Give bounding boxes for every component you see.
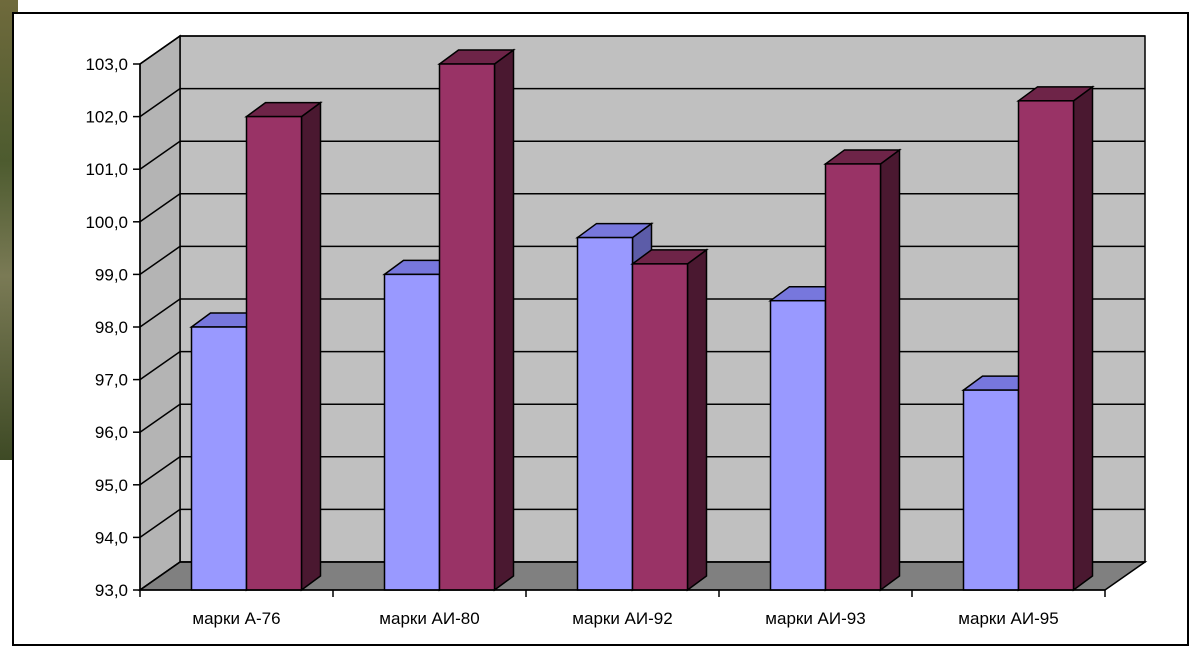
y-tick-label: 93,0 xyxy=(95,581,128,600)
x-tick-label: марки АИ-93 xyxy=(765,609,865,628)
bar-front xyxy=(383,273,441,591)
bar-side xyxy=(1072,85,1094,592)
bar-0-1 xyxy=(244,101,323,592)
gridline xyxy=(139,87,1145,118)
bar-side xyxy=(493,48,515,592)
bar-front xyxy=(1017,100,1075,591)
bar-side xyxy=(879,148,901,592)
y-tick-label: 94,0 xyxy=(95,528,128,547)
y-tick-label: 98,0 xyxy=(95,318,128,337)
bar-side xyxy=(686,248,708,592)
bar-front xyxy=(824,163,882,591)
x-tick-label: марки АИ-80 xyxy=(379,609,479,628)
y-tick-label: 101,0 xyxy=(85,160,128,179)
y-tick-label: 96,0 xyxy=(95,423,128,442)
gridline xyxy=(139,245,1145,276)
gridlines xyxy=(139,35,1145,591)
bar-front xyxy=(631,263,689,591)
gridline xyxy=(139,140,1145,170)
bars xyxy=(189,48,1095,592)
bar-front xyxy=(245,115,303,591)
y-tick-label: 102,0 xyxy=(85,108,128,127)
bar-front xyxy=(962,389,1020,591)
gridline xyxy=(139,35,1145,65)
y-tick-label: 97,0 xyxy=(95,371,128,390)
bar-front xyxy=(576,236,634,591)
bar-3-1 xyxy=(823,148,902,592)
bar-1-1 xyxy=(437,48,516,592)
x-tick-label: марки АИ-95 xyxy=(958,609,1058,628)
bar-2-1 xyxy=(630,248,709,592)
bar-front xyxy=(769,299,827,591)
y-tick-label: 95,0 xyxy=(95,476,128,495)
bar-side xyxy=(300,101,322,592)
x-tick-label: марки АИ-92 xyxy=(572,609,672,628)
bar-front xyxy=(190,326,248,591)
y-tick-label: 100,0 xyxy=(85,213,128,232)
y-tick-label: 103,0 xyxy=(85,55,128,74)
y-tick-label: 99,0 xyxy=(95,265,128,284)
x-axis: марки А-76 марки АИ-80 марки АИ-92 марки АИ… xyxy=(139,589,1106,628)
y-axis: 93,0 94,0 95,0 96,0 97,0 98,0 99,0 100,0 101,0 10… xyxy=(85,55,141,600)
bar-4-1 xyxy=(1016,85,1095,592)
bar-front xyxy=(438,63,496,591)
x-tick-label: марки А-76 xyxy=(192,609,280,628)
gridline xyxy=(139,193,1145,223)
